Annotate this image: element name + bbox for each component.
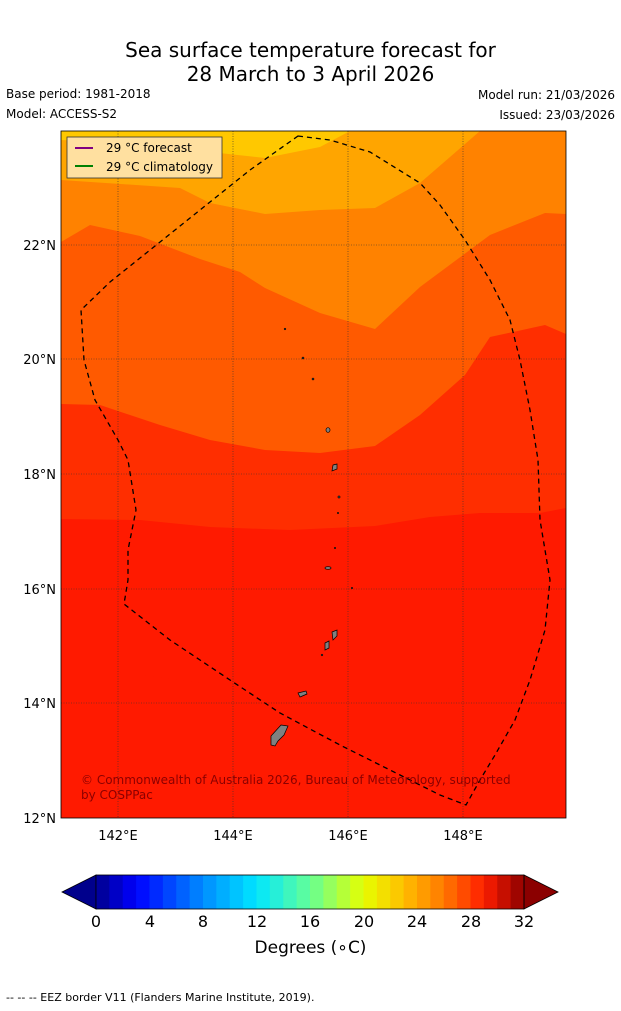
colorbar-tick: 0: [91, 912, 101, 931]
colorbar-tick: 4: [145, 912, 155, 931]
graticule: [61, 131, 566, 818]
colorbar-swatch: [390, 875, 405, 909]
colorbar-tick: 28: [461, 912, 481, 931]
colorbar-frame: [95, 874, 525, 910]
map-frame: [60, 130, 567, 819]
colorbar-swatch: [256, 875, 271, 909]
lat-label: 16°N: [23, 583, 56, 598]
colorbar-swatch: [109, 875, 124, 909]
colorbar-swatch: [336, 875, 351, 909]
colorbar-swatch: [162, 875, 177, 909]
colorbar-swatch: [350, 875, 364, 909]
guam-island: [270, 724, 289, 747]
eez-footnote: -- -- -- EEZ border V11 (Flanders Marine…: [6, 991, 315, 1004]
colorbar-swatch: [96, 875, 110, 909]
colorbar-swatch: [283, 875, 298, 909]
colorbar-swatch: [243, 875, 257, 909]
colorbar-swatch: [136, 875, 150, 909]
lon-label: 148°E: [443, 829, 483, 844]
colorbar: [61, 874, 559, 910]
colorbar-tick: 8: [198, 912, 208, 931]
colorbar-tick: 24: [407, 912, 427, 931]
colorbar-swatch: [403, 875, 418, 909]
lat-label: 14°N: [23, 697, 56, 712]
colorbar-swatch: [296, 875, 311, 909]
colorbar-tick: 20: [354, 912, 374, 931]
lon-label: 146°E: [328, 829, 368, 844]
colorbar-swatch: [149, 875, 164, 909]
colorbar-swatch: [176, 875, 191, 909]
colorbar-swatch: [457, 875, 471, 909]
legend-forecast-label: 29 °C forecast: [106, 141, 192, 155]
colorbar-swatch: [443, 875, 458, 909]
colorbar-swatch: [363, 875, 378, 909]
colorbar-tick-labels: 0 4 8 12 16 20 24 28 32: [91, 912, 534, 931]
lat-label: 18°N: [23, 468, 56, 483]
colorbar-swatch: [203, 875, 217, 909]
issued-date: Issued: 23/03/2026: [499, 108, 615, 122]
map-title: Sea surface temperature forecast for 28 …: [0, 38, 621, 86]
colorbar-swatch: [229, 875, 244, 909]
colorbar-unit-label: Degrees (∘C): [254, 938, 367, 958]
colorbar-swatch: [483, 875, 498, 909]
lat-label: 12°N: [23, 812, 56, 827]
colorbar-tick: 32: [514, 912, 534, 931]
colorbar-tick: 12: [247, 912, 267, 931]
base-period: Base period: 1981-2018: [6, 87, 151, 101]
colorbar-swatch: [122, 875, 137, 909]
title-line-2: 28 March to 3 April 2026: [186, 62, 435, 86]
lon-label: 144°E: [213, 829, 253, 844]
colorbar-swatch: [269, 875, 284, 909]
colorbar-swatch: [510, 875, 525, 909]
model-name: Model: ACCESS-S2: [6, 107, 118, 121]
colorbar-swatch: [417, 875, 431, 909]
title-line-1: Sea surface temperature forecast for: [125, 38, 496, 62]
longitude-labels: 142°E 144°E 146°E 148°E: [98, 829, 483, 844]
colorbar-swatch: [376, 875, 391, 909]
colorbar-swatch: [310, 875, 324, 909]
legend-box: [66, 136, 223, 179]
colorbar-low-extend: [61, 874, 97, 910]
colorbar-swatch: [216, 875, 231, 909]
colorbar-swatch: [470, 875, 485, 909]
lon-label: 142°E: [98, 829, 138, 844]
colorbar-high-extend: [523, 874, 559, 910]
copyright-line-1: © Commonwealth of Australia 2026, Bureau…: [81, 773, 511, 787]
lat-label: 22°N: [23, 239, 56, 254]
map-legend: 29 °C forecast 29 °C climatology: [66, 136, 223, 179]
temperature-field: © Commonwealth of Australia 2026, Bureau…: [61, 131, 566, 818]
model-run: Model run: 21/03/2026: [477, 88, 615, 102]
colorbar-swatch: [497, 875, 512, 909]
band-29: [61, 666, 566, 818]
latitude-labels: 22°N 20°N 18°N 16°N 14°N 12°N: [23, 239, 56, 827]
lat-label: 20°N: [23, 353, 56, 368]
islands: [270, 327, 354, 747]
copyright-line-2: by COSPPac: [81, 788, 153, 802]
colorbar-swatch: [430, 875, 445, 909]
colorbar-swatch: [189, 875, 204, 909]
legend-climatology-label: 29 °C climatology: [106, 160, 213, 174]
colorbar-swatch: [323, 875, 338, 909]
colorbar-tick: 16: [300, 912, 320, 931]
